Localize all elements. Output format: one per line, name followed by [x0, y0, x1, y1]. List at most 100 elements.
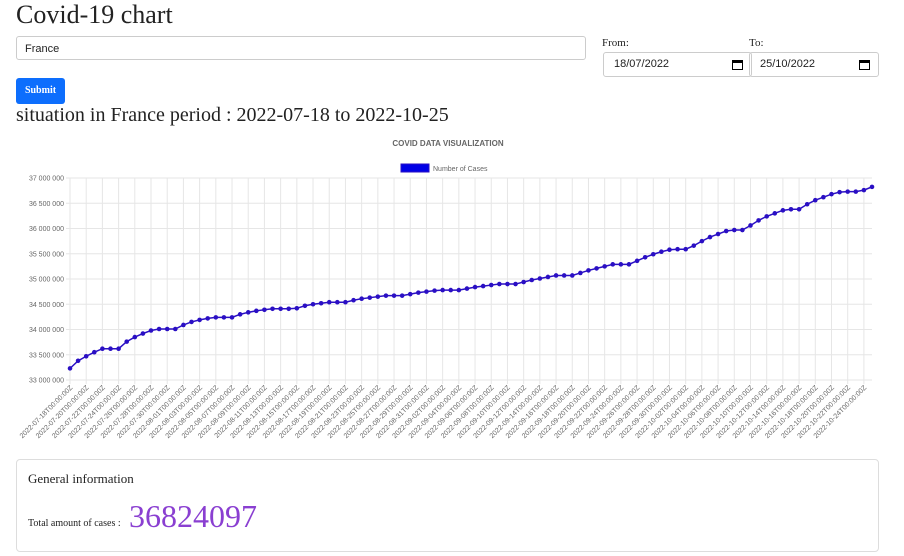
data-point	[869, 184, 875, 190]
data-point	[140, 331, 146, 336]
data-point	[683, 246, 688, 252]
data-point	[521, 279, 526, 285]
info-card: General information Total amount of case…	[16, 459, 879, 552]
data-point	[537, 276, 543, 281]
data-point	[270, 306, 275, 312]
data-point	[189, 319, 194, 325]
data-point	[464, 286, 470, 291]
data-point	[634, 258, 640, 264]
info-title: General information	[28, 471, 134, 486]
data-point	[578, 270, 583, 276]
data-point	[675, 246, 680, 252]
data-point	[497, 281, 502, 287]
legend-swatch	[400, 163, 430, 173]
from-date: 18/07/2022	[614, 58, 670, 70]
data-point	[302, 303, 308, 309]
data-point	[173, 326, 178, 332]
data-point	[586, 268, 591, 273]
data-point	[318, 300, 324, 306]
data-point	[529, 277, 535, 283]
y-tick-label: 34 500 000	[29, 302, 64, 309]
data-point	[237, 312, 243, 317]
data-point	[764, 214, 769, 219]
data-point	[780, 208, 786, 213]
data-point	[164, 326, 170, 332]
data-point	[610, 262, 616, 267]
to-date-input[interactable]: 25/10/2022	[749, 52, 879, 77]
data-point	[83, 353, 89, 359]
data-point	[278, 306, 283, 312]
data-point	[513, 281, 518, 287]
y-tick-label: 35 000 000	[29, 277, 64, 284]
data-point	[310, 301, 316, 307]
data-point	[707, 234, 713, 240]
data-point	[424, 289, 429, 294]
to-label: To:	[749, 37, 764, 49]
data-point	[553, 273, 559, 278]
chart-title: COVID DATA VISUALIZATION	[392, 139, 503, 148]
data-point	[156, 326, 162, 332]
country-input[interactable]: France	[16, 36, 586, 60]
data-point	[448, 287, 454, 293]
data-point	[286, 306, 292, 312]
data-point	[861, 187, 867, 193]
y-tick-label: 36 000 000	[29, 226, 64, 233]
situation-heading: situation in France period : 2022-07-18 …	[16, 104, 449, 126]
series-line	[69, 186, 873, 369]
y-tick-label: 34 000 000	[29, 327, 64, 334]
chart: COVID DATA VISUALIZATION Number of Cases…	[19, 139, 875, 440]
data-point	[132, 334, 138, 340]
data-point	[221, 315, 227, 320]
data-point	[375, 294, 381, 299]
data-point	[829, 191, 834, 197]
data-point	[326, 299, 332, 305]
calendar-icon	[859, 60, 870, 70]
data-point	[205, 316, 211, 321]
data-point	[108, 346, 113, 351]
data-point	[731, 227, 737, 233]
data-point	[432, 288, 437, 293]
from-date-input[interactable]: 18/07/2022	[603, 52, 752, 77]
data-point	[213, 315, 219, 320]
data-point	[772, 211, 778, 216]
data-point	[440, 287, 445, 293]
data-point	[699, 238, 705, 244]
submit-button[interactable]: Submit	[16, 78, 65, 104]
legend-label: Number of Cases	[433, 166, 488, 173]
data-point	[294, 305, 300, 311]
data-point	[723, 228, 729, 234]
data-point	[740, 227, 745, 233]
data-point	[650, 251, 656, 257]
data-point	[351, 297, 356, 303]
data-point	[359, 296, 364, 301]
data-point	[124, 339, 130, 344]
data-point	[335, 299, 340, 305]
page-title: Covid-19 chart	[16, 0, 173, 29]
data-point	[804, 201, 810, 207]
data-point	[416, 290, 421, 295]
data-point	[75, 358, 81, 364]
y-tick-label: 35 500 000	[29, 251, 64, 258]
data-point	[399, 293, 405, 298]
data-point	[472, 284, 478, 290]
data-point	[197, 317, 202, 323]
data-point	[837, 189, 842, 195]
from-label: From:	[602, 37, 629, 49]
calendar-icon	[732, 60, 743, 70]
data-point	[659, 249, 664, 255]
data-point	[343, 299, 348, 305]
data-point	[100, 346, 105, 351]
data-point	[116, 346, 121, 351]
data-point	[367, 295, 373, 300]
data-point	[594, 266, 599, 271]
data-point	[229, 315, 235, 320]
data-point	[391, 293, 397, 298]
data-point	[480, 283, 486, 289]
data-point	[748, 223, 753, 228]
data-point	[488, 282, 494, 288]
y-tick-label: 33 500 000	[29, 352, 64, 359]
data-point	[812, 197, 818, 203]
y-tick-label: 37 000 000	[29, 176, 64, 183]
total-label: Total amount of cases :	[28, 518, 121, 529]
